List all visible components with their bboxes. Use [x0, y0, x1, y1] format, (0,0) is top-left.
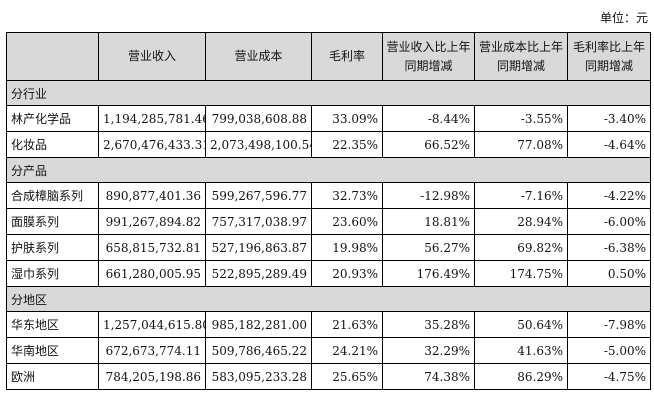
cell-cost: 522,895,289.49 — [205, 260, 312, 287]
cell-revenue-change: 18.81% — [382, 208, 475, 235]
cell-revenue-change: 66.52% — [382, 131, 475, 158]
cell-revenue-change: 74.38% — [382, 363, 475, 390]
cell-cost: 985,182,281.00 — [205, 311, 312, 338]
cell-revenue-change: 35.28% — [382, 311, 475, 338]
cell-margin: 24.21% — [311, 337, 383, 364]
cell-margin-change: -4.22% — [567, 182, 651, 209]
cell-margin-change: -7.98% — [567, 311, 651, 338]
cell-margin: 32.73% — [311, 182, 383, 209]
row-label: 林产化学品 — [6, 105, 99, 132]
cell-margin-change: -6.00% — [567, 208, 651, 235]
table-row: 合成樟脑系列 890,877,401.36 599,267,596.77 32.73%… — [6, 182, 651, 209]
cell-margin-change: -5.00% — [567, 337, 651, 364]
cell-cost-change: 86.29% — [474, 363, 568, 390]
cell-revenue: 784,205,198.86 — [98, 363, 206, 390]
financial-table: 营业收入 营业成本 毛利率 营业收入比上年同期增减 营业成本比上年同期增减 毛利… — [6, 32, 651, 390]
table-row: 化妆品 2,670,476,433.31 2,073,498,100.54 22.35… — [6, 131, 651, 158]
cell-cost: 527,196,863.87 — [205, 234, 312, 261]
cell-margin: 23.60% — [311, 208, 383, 235]
row-label: 面膜系列 — [6, 208, 99, 235]
header-cost-change: 营业成本比上年同期增减 — [474, 32, 568, 81]
row-label: 湿巾系列 — [6, 260, 99, 287]
cell-cost-change: 41.63% — [474, 337, 568, 364]
cell-cost: 799,038,608.88 — [205, 105, 312, 132]
cell-cost: 509,786,465.22 — [205, 337, 312, 364]
cell-revenue: 661,280,005.95 — [98, 260, 206, 287]
cell-revenue-change: -12.98% — [382, 182, 475, 209]
cell-revenue: 890,877,401.36 — [98, 182, 206, 209]
section-row: 分行业 — [6, 80, 651, 106]
cell-cost-change: 50.64% — [474, 311, 568, 338]
table-row: 华南地区 672,673,774.11 509,786,465.22 24.21% 32… — [6, 337, 651, 364]
header-cell-empty — [6, 32, 99, 81]
header-cost: 营业成本 — [205, 32, 312, 81]
section-title: 分产品 — [6, 157, 651, 183]
cell-revenue: 1,194,285,781.46 — [98, 105, 206, 132]
row-label: 护肤系列 — [6, 234, 99, 261]
table-row: 面膜系列 991,267,894.82 757,317,038.97 23.60% 18… — [6, 208, 651, 235]
cell-revenue-change: 32.29% — [382, 337, 475, 364]
table-body: 分行业 林产化学品 1,194,285,781.46 799,038,608.88 33… — [6, 80, 651, 390]
cell-revenue: 991,267,894.82 — [98, 208, 206, 235]
cell-revenue-change: -8.44% — [382, 105, 475, 132]
section-title: 分行业 — [6, 80, 651, 106]
cell-revenue: 2,670,476,433.31 — [98, 131, 206, 158]
row-label: 化妆品 — [6, 131, 99, 158]
row-label: 华南地区 — [6, 337, 99, 364]
cell-margin: 33.09% — [311, 105, 383, 132]
cell-margin-change: -4.64% — [567, 131, 651, 158]
cell-margin-change: -3.40% — [567, 105, 651, 132]
unit-label: 单位：元 — [599, 11, 648, 25]
cell-revenue-change: 56.27% — [382, 234, 475, 261]
cell-cost-change: 174.75% — [474, 260, 568, 287]
cell-margin: 22.35% — [311, 131, 383, 158]
cell-cost-change: 69.82% — [474, 234, 568, 261]
cell-margin: 20.93% — [311, 260, 383, 287]
cell-margin-change: -4.75% — [567, 363, 651, 390]
header-revenue: 营业收入 — [98, 32, 206, 81]
cell-cost-change: -7.16% — [474, 182, 568, 209]
table-row: 华东地区 1,257,044,615.80 985,182,281.00 21.63%… — [6, 311, 651, 338]
cell-cost: 599,267,596.77 — [205, 182, 312, 209]
cell-margin-change: 0.50% — [567, 260, 651, 287]
cell-margin: 19.98% — [311, 234, 383, 261]
table-row: 林产化学品 1,194,285,781.46 799,038,608.88 33.09… — [6, 105, 651, 132]
header-margin-change: 毛利率比上年同期增减 — [567, 32, 651, 81]
section-row: 分地区 — [6, 286, 651, 312]
cell-cost: 2,073,498,100.54 — [205, 131, 312, 158]
cell-cost-change: -3.55% — [474, 105, 568, 132]
table-row: 护肤系列 658,815,732.81 527,196,863.87 19.98% 56… — [6, 234, 651, 261]
section-row: 分产品 — [6, 157, 651, 183]
cell-margin: 21.63% — [311, 311, 383, 338]
cell-cost: 757,317,038.97 — [205, 208, 312, 235]
cell-cost-change: 28.94% — [474, 208, 568, 235]
table-row: 欧洲 784,205,198.86 583,095,233.28 25.65% 74.3… — [6, 363, 651, 390]
section-title: 分地区 — [6, 286, 651, 312]
table-row: 湿巾系列 661,280,005.95 522,895,289.49 20.93% 17… — [6, 260, 651, 287]
cell-margin: 25.65% — [311, 363, 383, 390]
header-row: 营业收入 营业成本 毛利率 营业收入比上年同期增减 营业成本比上年同期增减 毛利… — [6, 32, 651, 81]
header-margin: 毛利率 — [311, 32, 383, 81]
header-revenue-change: 营业收入比上年同期增减 — [382, 32, 475, 81]
row-label: 华东地区 — [6, 311, 99, 338]
cell-revenue: 672,673,774.11 — [98, 337, 206, 364]
cell-revenue-change: 176.49% — [382, 260, 475, 287]
row-label: 欧洲 — [6, 363, 99, 390]
row-label: 合成樟脑系列 — [6, 182, 99, 209]
cell-margin-change: -6.38% — [567, 234, 651, 261]
cell-revenue: 1,257,044,615.80 — [98, 311, 206, 338]
cell-cost: 583,095,233.28 — [205, 363, 312, 390]
cell-revenue: 658,815,732.81 — [98, 234, 206, 261]
cell-cost-change: 77.08% — [474, 131, 568, 158]
